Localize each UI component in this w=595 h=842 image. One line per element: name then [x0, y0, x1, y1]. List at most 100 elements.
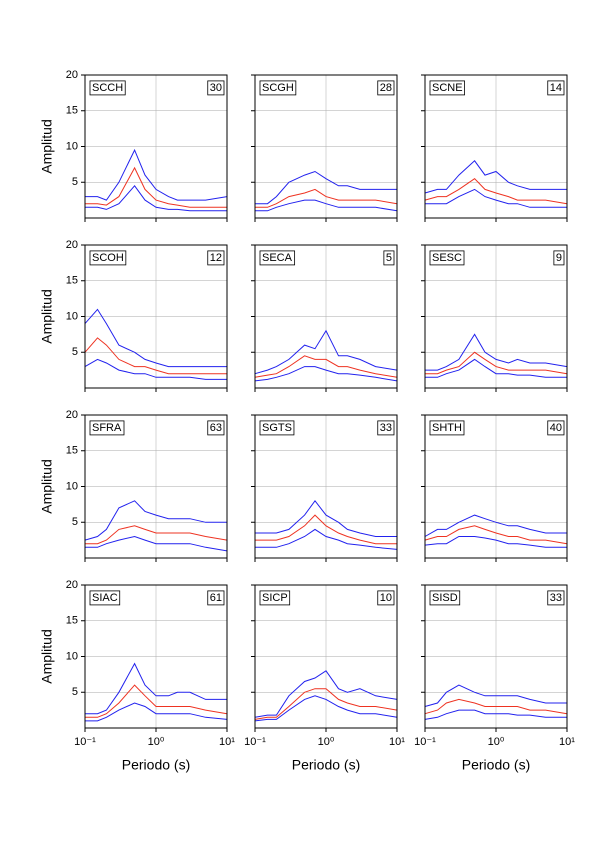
station-box: [429, 80, 465, 96]
station-label: SCCH: [92, 82, 123, 94]
panel: 10⁻¹ 10⁰ 10¹ SISD 33 Periodo (s): [414, 584, 575, 773]
series-line: [424, 709, 567, 720]
series-line: [425, 333, 568, 371]
count-label: 33: [380, 422, 392, 434]
series-line: [84, 337, 227, 375]
x-axis-label: Periodo (s): [462, 757, 530, 773]
count-label: 14: [550, 82, 562, 94]
y-tick-label: 20: [66, 579, 78, 591]
panel: SGTS 33: [251, 414, 398, 562]
series-line: [85, 662, 227, 715]
x-tick-label: 10⁰: [148, 736, 165, 748]
y-axis-label: Amplitud: [39, 459, 55, 513]
series-line: [254, 355, 398, 378]
series-line: [84, 500, 227, 541]
y-tick-label: 10: [66, 310, 78, 322]
count-label: 10: [380, 592, 392, 604]
count-box: [207, 80, 225, 96]
series-line: [85, 166, 227, 208]
count-label: 40: [550, 422, 562, 434]
series-line: [85, 702, 228, 722]
station-label: SCGH: [262, 82, 294, 94]
x-tick-label: 10⁻¹: [74, 736, 96, 748]
plot-frame: [254, 74, 398, 219]
count-box: [547, 80, 565, 96]
panel: 10⁻¹ 10⁰ 10¹ SICP 10 Periodo (s): [244, 584, 405, 773]
plot-frame: [84, 244, 228, 389]
count-label: 5: [386, 252, 392, 264]
series-line: [255, 170, 397, 205]
count-box: [207, 250, 225, 266]
y-tick-label: 10: [66, 480, 78, 492]
series-line: [255, 188, 398, 208]
y-axis-label: Amplitud: [39, 289, 55, 343]
count-label: 61: [210, 592, 222, 604]
plot-frame: [254, 244, 398, 389]
series-line: [425, 188, 567, 208]
count-label: 30: [210, 82, 222, 94]
count-label: 12: [210, 252, 222, 264]
station-box: [429, 420, 465, 436]
series-line: [255, 199, 398, 212]
y-tick-label: 15: [66, 275, 78, 287]
y-tick-label: 5: [72, 516, 78, 528]
series-line: [424, 684, 567, 707]
x-tick-label: 10¹: [389, 736, 405, 748]
x-tick-label: 10⁻¹: [244, 736, 266, 748]
plot-frame: [424, 74, 568, 219]
series-line: [85, 684, 228, 718]
plot-frame: [424, 414, 568, 559]
panel: SECA 5: [251, 244, 398, 392]
panel: SHTH 40: [421, 414, 568, 562]
count-box: [377, 80, 395, 96]
y-tick-label: 15: [66, 445, 78, 457]
y-tick-label: 20: [66, 409, 78, 421]
count-label: 33: [550, 592, 562, 604]
count-box: [547, 590, 565, 606]
station-box: [429, 250, 465, 266]
series-line: [255, 528, 398, 550]
count-box: [383, 250, 395, 266]
count-box: [547, 420, 565, 436]
station-box: [259, 420, 295, 436]
station-box: [259, 590, 291, 606]
series-line: [85, 535, 228, 552]
series-line: [254, 688, 398, 720]
station-label: SESC: [432, 252, 462, 264]
panel: 5 10 15 20 10⁻¹ 10⁰ 10¹ SIAC 61 Amplitud Periodo (…: [39, 579, 236, 773]
series-line: [254, 695, 398, 722]
x-tick-label: 10¹: [559, 736, 575, 748]
series-line: [85, 185, 227, 212]
x-axis-label: Periodo (s): [292, 757, 360, 773]
series-line: [424, 160, 567, 194]
y-tick-label: 20: [66, 239, 78, 251]
series-line: [255, 514, 397, 545]
plot-frame: [84, 74, 228, 219]
series-line: [84, 308, 227, 368]
series-line: [424, 536, 567, 548]
y-tick-label: 20: [66, 69, 78, 81]
panel: 5 10 15 20 SCOH 12 Amplitud: [39, 239, 228, 392]
station-label: SIAC: [92, 592, 118, 604]
series-line: [425, 351, 568, 375]
series-line: [254, 329, 398, 375]
y-tick-label: 5: [72, 686, 78, 698]
plot-frame: [424, 244, 568, 389]
series-line: [254, 670, 398, 718]
series-line: [424, 525, 568, 545]
series-line: [254, 366, 398, 382]
plot-frame: [84, 584, 228, 729]
x-tick-label: 10¹: [219, 736, 235, 748]
count-label: 63: [210, 422, 222, 434]
y-tick-label: 15: [66, 105, 78, 117]
x-tick-label: 10⁻¹: [414, 736, 436, 748]
series-line: [85, 525, 228, 545]
station-box: [89, 420, 125, 436]
station-box: [259, 250, 296, 266]
series-line: [255, 499, 397, 537]
series-line: [424, 514, 567, 537]
station-box: [259, 80, 297, 96]
y-axis-label: Amplitud: [39, 629, 55, 683]
station-box: [89, 80, 126, 96]
